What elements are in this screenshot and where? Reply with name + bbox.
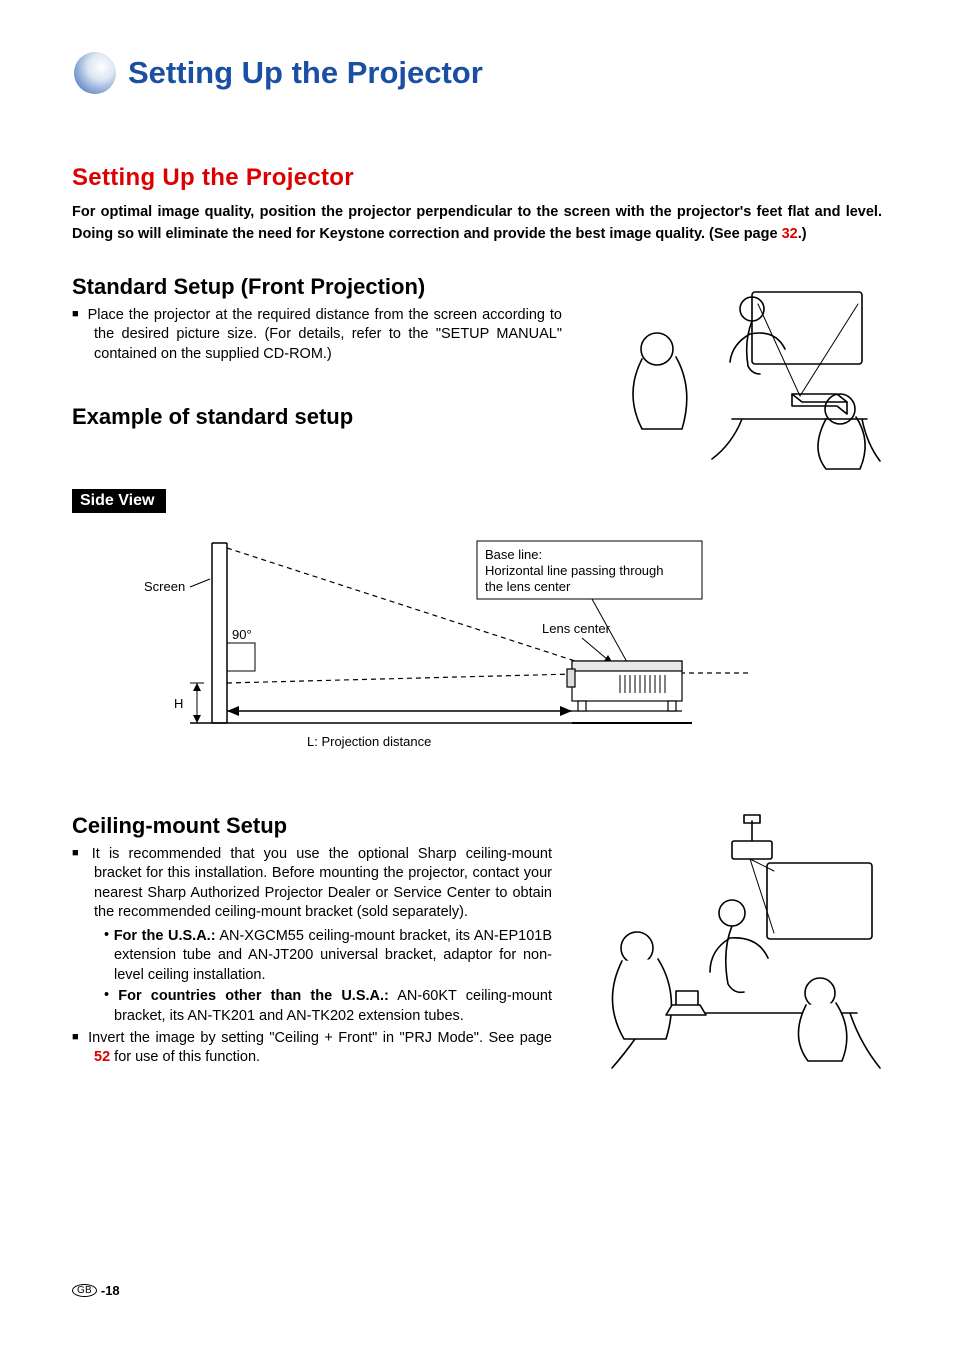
- diagram-lens-center-label: Lens center: [542, 621, 611, 636]
- page-title: Setting Up the Projector: [128, 55, 483, 91]
- side-view-row: Side View: [72, 489, 882, 513]
- example-heading: Example of standard setup: [72, 404, 562, 430]
- dot-icon: •: [104, 927, 114, 943]
- dot-icon: •: [104, 987, 118, 1003]
- side-view-label: Side View: [72, 489, 166, 513]
- diagram-baseline-2: Horizontal line passing through: [485, 563, 664, 578]
- page-ref-32[interactable]: 32: [782, 226, 798, 242]
- bullet-icon: ■: [72, 308, 88, 320]
- ceiling-p2b: for use of this function.: [110, 1049, 260, 1065]
- presentation-illustration-front: [582, 274, 882, 479]
- standard-setup-body: ■Place the projector at the required dis…: [72, 306, 562, 365]
- bullet-icon: ■: [72, 847, 92, 859]
- ceiling-p1: ■It is recommended that you use the opti…: [72, 845, 552, 923]
- region-badge: GB: [72, 1284, 97, 1297]
- diagram-baseline-1: Base line:: [485, 547, 542, 562]
- intro-paragraph: For optimal image quality, position the …: [72, 202, 882, 246]
- standard-setup-heading: Standard Setup (Front Projection): [72, 274, 562, 300]
- bullet-icon: ■: [72, 1031, 88, 1043]
- side-view-diagram: Screen Base line: Horizontal line passin…: [72, 523, 882, 783]
- page-footer: GB -18: [72, 1283, 120, 1298]
- diagram-screen-label: Screen: [144, 579, 185, 594]
- ceiling-intl-label: For countries other than the U.S.A.:: [118, 988, 389, 1004]
- intro-text-2: .): [798, 226, 807, 242]
- ceiling-mount-block: Ceiling-mount Setup ■It is recommended t…: [72, 813, 882, 1088]
- ceiling-heading: Ceiling-mount Setup: [72, 813, 552, 839]
- diagram-baseline-3: the lens center: [485, 579, 571, 594]
- diagram-angle-label: 90°: [232, 627, 252, 642]
- standard-setup-body-text: Place the projector at the required dist…: [88, 307, 562, 362]
- ceiling-p2a: Invert the image by setting "Ceiling + F…: [88, 1030, 552, 1046]
- section-heading: Setting Up the Projector: [72, 164, 882, 192]
- diagram-h-label: H: [174, 696, 183, 711]
- page-number: -18: [101, 1283, 120, 1298]
- page-ref-52[interactable]: 52: [94, 1049, 110, 1065]
- diagram-l-label: L: Projection distance: [307, 734, 431, 749]
- presentation-illustration-ceiling: [582, 813, 882, 1088]
- ceiling-p1-text: It is recommended that you use the optio…: [92, 846, 552, 921]
- ceiling-usa: • For the U.S.A.: AN-XGCM55 ceiling-moun…: [72, 927, 552, 986]
- standard-setup-text: Standard Setup (Front Projection) ■Place…: [72, 274, 562, 439]
- intro-text-1: For optimal image quality, position the …: [72, 204, 882, 242]
- title-orb-icon: [72, 50, 118, 96]
- ceiling-mount-text: Ceiling-mount Setup ■It is recommended t…: [72, 813, 552, 1072]
- ceiling-intl: • For countries other than the U.S.A.: A…: [72, 987, 552, 1026]
- page-title-row: Setting Up the Projector: [72, 50, 882, 96]
- standard-setup-block: Standard Setup (Front Projection) ■Place…: [72, 274, 882, 479]
- ceiling-usa-label: For the U.S.A.:: [114, 928, 216, 944]
- ceiling-p2: ■Invert the image by setting "Ceiling + …: [72, 1029, 552, 1068]
